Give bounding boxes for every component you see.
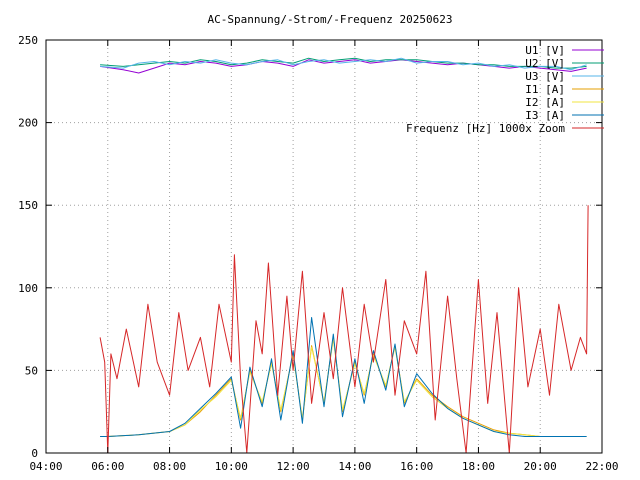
y-tick-label: 100: [18, 282, 38, 295]
series-line-1: [100, 59, 587, 74]
x-tick-label: 12:00: [277, 460, 310, 473]
x-tick-label: 14:00: [338, 460, 371, 473]
legend-label: U1 [V]: [525, 44, 565, 57]
axis-layer: 04:00 06:00 08:00 10:00 12:00 14:00 16:00 18:00…: [18, 34, 618, 473]
x-tick-label: 22:00: [585, 460, 618, 473]
x-tick-label: 06:00: [91, 460, 124, 473]
legend-label: U2 [V]: [525, 57, 565, 70]
series-line-4: [100, 336, 587, 437]
legend: U1 [V]U2 [V]U3 [V]I1 [A]I2 [A]I3 [A]Freq…: [406, 44, 604, 135]
chart-title: AC-Spannung/-Strom/-Frequenz 20250623: [207, 13, 452, 26]
series-line-3: [100, 57, 587, 71]
series-line-6: [100, 317, 587, 437]
x-tick-label: 16:00: [400, 460, 433, 473]
x-tick-label: 04:00: [29, 460, 62, 473]
legend-label: I1 [A]: [525, 83, 565, 96]
legend-label: I2 [A]: [525, 96, 565, 109]
x-tick-label: 10:00: [215, 460, 248, 473]
x-tick-label: 20:00: [524, 460, 557, 473]
legend-label: I3 [A]: [525, 109, 565, 122]
y-tick-label: 50: [25, 364, 38, 377]
legend-label: Frequenz [Hz] 1000x Zoom: [406, 122, 565, 135]
plot-frame: [45, 39, 603, 454]
series-line-2: [100, 57, 587, 69]
y-tick-label: 250: [18, 34, 38, 47]
y-tick-label: 150: [18, 199, 38, 212]
y-tick-label: 200: [18, 117, 38, 130]
x-tick-label: 18:00: [462, 460, 495, 473]
x-tick-label: 08:00: [153, 460, 186, 473]
legend-label: U3 [V]: [525, 70, 565, 83]
y-tick-label: 0: [31, 447, 38, 460]
